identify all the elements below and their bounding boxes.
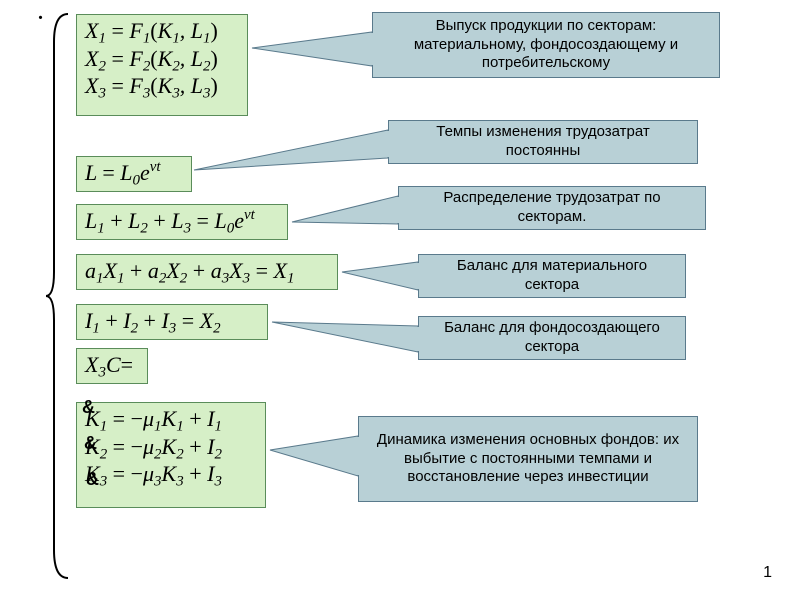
callout-pointer <box>272 322 418 352</box>
ann-2: Темпы изменения трудозатрат постоянны <box>388 120 698 164</box>
ann-5: Баланс для фондосоздающего сектора <box>418 316 686 360</box>
ann-4: Баланс для материального сектора <box>418 254 686 298</box>
callout-pointer <box>194 130 388 170</box>
top-dot: . <box>38 2 43 25</box>
callout-pointer <box>270 436 358 476</box>
ann-1: Выпуск продукции по секторам: материальн… <box>372 12 720 78</box>
eq-ax: a1X1 + a2X2 + a3X3 = X1 <box>76 254 338 290</box>
eq-lsum: L1 + L2 + L3 = L0eνt <box>76 204 288 240</box>
system-bracket <box>44 12 72 580</box>
kdot-overlay: & <box>86 469 99 490</box>
eq-x: X1 = F1(K1, L1)X2 = F2(K2, L2)X3 = F3(K3… <box>76 14 248 116</box>
page-number: 1 <box>763 564 772 582</box>
eq-k: K1 = −μ1K1 + I1K2 = −μ2K2 + I2K3 = −μ3K3… <box>76 402 266 508</box>
ann-6: Динамика изменения основных фондов: их в… <box>358 416 698 502</box>
kdot-overlay: & <box>82 397 95 418</box>
ann-3: Распределение трудозатрат по секторам. <box>398 186 706 230</box>
kdot-overlay: & <box>84 433 97 454</box>
callout-pointer <box>252 32 372 66</box>
callout-pointer <box>292 196 398 224</box>
callout-pointer <box>342 262 418 290</box>
eq-l0: L = L0eνt <box>76 156 192 192</box>
eq-xc: X3C= <box>76 348 148 384</box>
eq-isum: I1 + I2 + I3 = X2 <box>76 304 268 340</box>
